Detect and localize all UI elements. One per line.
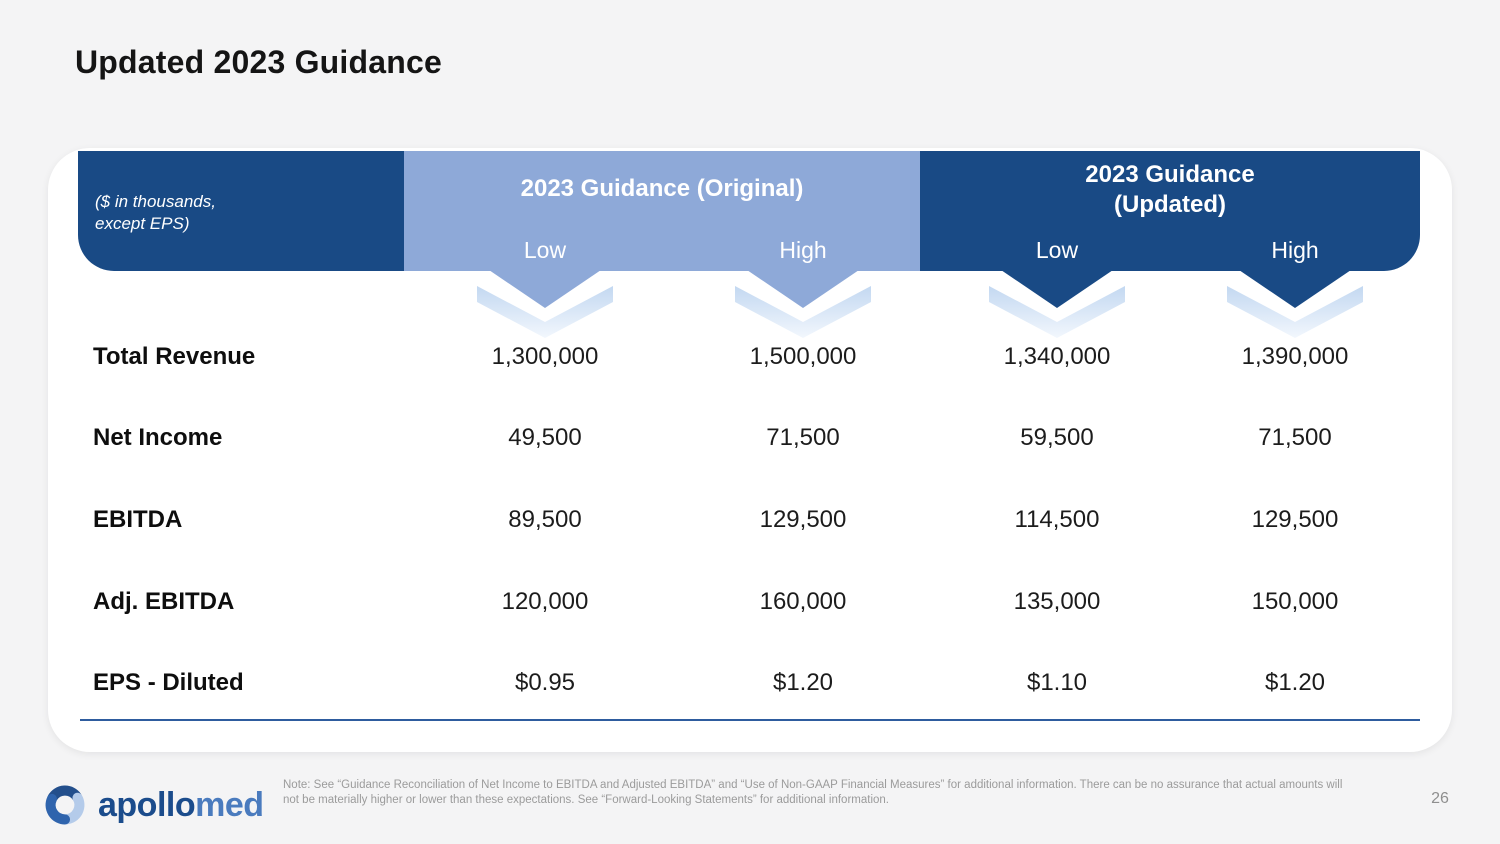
col-header-updated-low: Low xyxy=(1035,237,1079,263)
cell-value: 59,500 xyxy=(1020,424,1094,451)
cell-value: $0.95 xyxy=(514,669,576,696)
apollomed-logo-text: apollomed xyxy=(98,778,264,832)
group-title-original: 2023 Guidance (Original) xyxy=(520,175,804,202)
apollomed-logo-icon xyxy=(45,785,85,825)
col-header-updated-high: High xyxy=(1271,237,1319,263)
cell-value: 129,500 xyxy=(759,506,847,533)
chevron-down-icon xyxy=(735,270,871,338)
table-row: Adj. EBITDA 120,000 160,000 135,000 150,… xyxy=(0,586,1500,618)
group-title-updated: 2023 Guidance (Updated) xyxy=(920,160,1420,220)
cell-value: 1,300,000 xyxy=(491,343,599,370)
page-number: 26 xyxy=(1431,790,1449,807)
unit-note-line1: ($ in thousands, xyxy=(95,192,216,211)
cell-value: 129,500 xyxy=(1251,506,1339,533)
apollomed-logo: apollomed xyxy=(40,778,264,832)
col-header-original-high: High xyxy=(779,237,827,263)
footer-note: Note: See “Guidance Reconciliation of Ne… xyxy=(283,778,1433,807)
footer-note-line2: not be materially higher or lower than t… xyxy=(283,793,889,806)
cell-value: 150,000 xyxy=(1251,588,1339,615)
group-title-updated-line1: 2023 Guidance xyxy=(1085,161,1255,188)
table-bottom-rule xyxy=(80,719,1420,721)
cell-value: 71,500 xyxy=(1258,424,1332,451)
chevron-down-icon xyxy=(989,270,1125,338)
group-title-updated-line2: (Updated) xyxy=(1114,191,1226,218)
table-row: EBITDA 89,500 129,500 114,500 129,500 xyxy=(0,504,1500,536)
logo-text-apollo: apollo xyxy=(98,786,196,824)
table-header-units-cell: ($ in thousands, except EPS) xyxy=(78,151,404,271)
table-header-updated-group xyxy=(920,151,1420,271)
row-label: EPS - Diluted xyxy=(93,669,244,696)
col-header-original-low: Low xyxy=(523,237,567,263)
row-label: Total Revenue xyxy=(93,343,256,370)
cell-value: 1,390,000 xyxy=(1241,343,1349,370)
footer-note-line1: Note: See “Guidance Reconciliation of Ne… xyxy=(283,779,1343,791)
row-label: Adj. EBITDA xyxy=(93,588,235,615)
chevron-down-icon xyxy=(477,270,613,338)
table-row: EPS - Diluted $0.95 $1.20 $1.10 $1.20 xyxy=(0,667,1500,699)
cell-value: $1.20 xyxy=(1264,669,1326,696)
cell-value: 135,000 xyxy=(1013,588,1101,615)
table-row: Total Revenue 1,300,000 1,500,000 1,340,… xyxy=(0,341,1500,373)
logo-text-med: med xyxy=(195,786,264,824)
row-label: EBITDA xyxy=(93,506,183,533)
slide-title: Updated 2023 Guidance xyxy=(75,44,442,80)
cell-value: 89,500 xyxy=(508,506,582,533)
cell-value: 160,000 xyxy=(759,588,847,615)
cell-value: 1,500,000 xyxy=(749,343,857,370)
cell-value: 49,500 xyxy=(508,424,582,451)
cell-value: 114,500 xyxy=(1014,506,1100,533)
unit-note: ($ in thousands, except EPS) xyxy=(78,151,368,235)
cell-value: 120,000 xyxy=(501,588,589,615)
chevron-down-icon xyxy=(1227,270,1363,338)
unit-note-line2: except EPS) xyxy=(95,214,190,233)
cell-value: $1.20 xyxy=(772,669,834,696)
table-row: Net Income 49,500 71,500 59,500 71,500 xyxy=(0,422,1500,454)
cell-value: $1.10 xyxy=(1026,669,1088,696)
row-label: Net Income xyxy=(93,424,223,451)
cell-value: 71,500 xyxy=(766,424,840,451)
table-header-original-group xyxy=(404,151,920,271)
cell-value: 1,340,000 xyxy=(1003,343,1111,370)
